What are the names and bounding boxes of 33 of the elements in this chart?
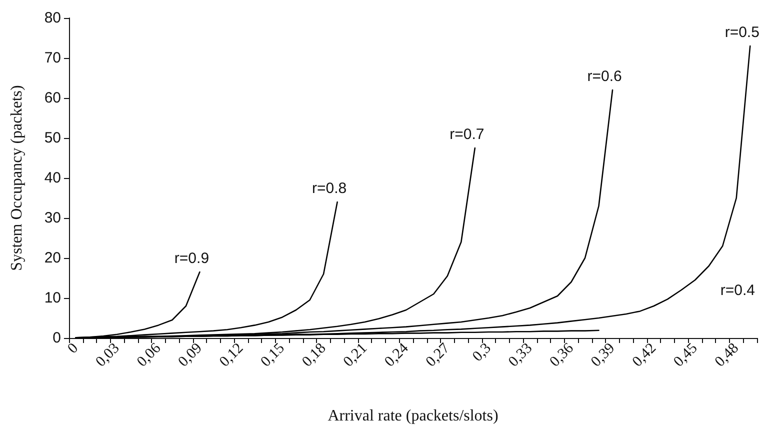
x-tick-label: 0,3 <box>470 340 494 365</box>
x-tick-label: 0,33 <box>506 340 536 370</box>
x-tick-label: 0,24 <box>382 340 412 370</box>
x-tick-label: 0,48 <box>712 340 742 370</box>
x-tick-label: 0,09 <box>176 340 206 370</box>
y-tick-label: 10 <box>44 290 61 306</box>
x-tick-label: 0,42 <box>630 340 660 370</box>
y-tick-label: 80 <box>44 10 61 26</box>
series-label: r=0.8 <box>312 180 347 197</box>
series-label: r=0.7 <box>450 126 484 143</box>
x-tick-label: 0,36 <box>547 340 578 370</box>
x-tick-label: 0,27 <box>423 340 454 370</box>
y-axis-title: System Occupancy (packets) <box>8 85 26 271</box>
series-label: r=0.5 <box>724 24 760 41</box>
x-tick-label: 0,45 <box>670 340 701 370</box>
x-tick-label: 0,06 <box>134 340 164 370</box>
x-tick-label: 0,21 <box>340 340 370 370</box>
series-label: r=0.9 <box>174 250 210 267</box>
x-axis-title: Arrival rate (packets/slots) <box>328 408 498 424</box>
y-tick-label: 70 <box>44 50 61 66</box>
x-tick-label: 0,15 <box>258 340 288 370</box>
y-tick-label: 60 <box>44 90 61 106</box>
series-label: r=0.6 <box>587 68 622 85</box>
annotation: r=0.4 <box>720 282 756 299</box>
y-tick-label: 30 <box>44 210 61 226</box>
x-tick-label: 0,39 <box>588 340 618 370</box>
x-tick-label: 0,18 <box>299 340 330 370</box>
x-tick-label: 0 <box>64 340 82 357</box>
x-tick-label: 0,12 <box>216 340 247 370</box>
y-tick-label: 50 <box>44 130 61 146</box>
y-tick-label: 40 <box>44 170 61 186</box>
x-tick-label: 0,03 <box>92 340 123 370</box>
y-tick-label: 20 <box>44 250 61 266</box>
